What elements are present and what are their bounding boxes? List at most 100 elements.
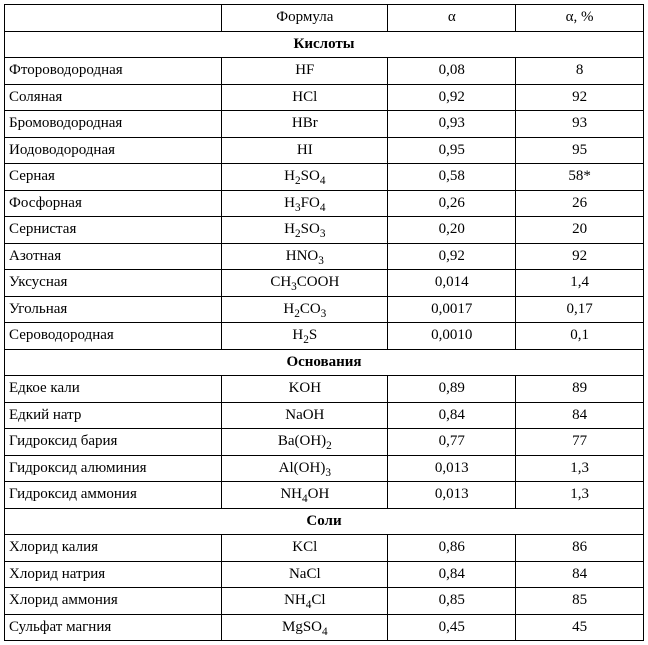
cell-name: Хлорид натрия xyxy=(5,561,222,588)
cell-alpha-pct: 89 xyxy=(516,376,644,403)
cell-alpha-pct: 95 xyxy=(516,137,644,164)
cell-alpha: 0,89 xyxy=(388,376,516,403)
cell-name: Фтороводородная xyxy=(5,58,222,85)
cell-alpha-pct: 85 xyxy=(516,588,644,615)
cell-alpha-pct: 84 xyxy=(516,402,644,429)
cell-name: Угольная xyxy=(5,296,222,323)
cell-name: Соляная xyxy=(5,84,222,111)
cell-name: Едкое кали xyxy=(5,376,222,403)
section-title: Кислоты xyxy=(5,31,644,58)
cell-formula: H2S xyxy=(222,323,388,350)
cell-formula: CH3COOH xyxy=(222,270,388,297)
cell-formula: KCl xyxy=(222,535,388,562)
cell-formula: NaCl xyxy=(222,561,388,588)
cell-name: Гидроксид аммония xyxy=(5,482,222,509)
cell-name: Сероводородная xyxy=(5,323,222,350)
cell-formula: MgSO4 xyxy=(222,614,388,641)
cell-alpha-pct: 1,4 xyxy=(516,270,644,297)
table-row: СернаяH2SO40,5858* xyxy=(5,164,644,191)
header-alpha-pct: α, % xyxy=(516,5,644,32)
table-row: СолянаяHCl0,9292 xyxy=(5,84,644,111)
cell-name: Фосфорная xyxy=(5,190,222,217)
cell-alpha-pct: 26 xyxy=(516,190,644,217)
cell-alpha: 0,45 xyxy=(388,614,516,641)
cell-alpha: 0,77 xyxy=(388,429,516,456)
cell-alpha-pct: 1,3 xyxy=(516,455,644,482)
table-row: Гидроксид алюминияAl(OH)30,0131,3 xyxy=(5,455,644,482)
cell-name: Бромоводородная xyxy=(5,111,222,138)
cell-name: Азотная xyxy=(5,243,222,270)
header-formula: Формула xyxy=(222,5,388,32)
table-row: СернистаяH2SO30,2020 xyxy=(5,217,644,244)
table-row: Гидроксид аммонияNH4OH0,0131,3 xyxy=(5,482,644,509)
cell-alpha-pct: 77 xyxy=(516,429,644,456)
cell-alpha: 0,86 xyxy=(388,535,516,562)
cell-name: Серная xyxy=(5,164,222,191)
cell-alpha-pct: 92 xyxy=(516,243,644,270)
cell-alpha-pct: 92 xyxy=(516,84,644,111)
cell-alpha-pct: 93 xyxy=(516,111,644,138)
table-row: УгольнаяH2CO30,00170,17 xyxy=(5,296,644,323)
cell-alpha: 0,014 xyxy=(388,270,516,297)
cell-name: Сернистая xyxy=(5,217,222,244)
cell-alpha: 0,0017 xyxy=(388,296,516,323)
cell-formula: NH4Cl xyxy=(222,588,388,615)
cell-alpha: 0,92 xyxy=(388,243,516,270)
cell-formula: H2SO3 xyxy=(222,217,388,244)
cell-alpha: 0,013 xyxy=(388,482,516,509)
cell-alpha: 0,0010 xyxy=(388,323,516,350)
table-row: Гидроксид барияBa(OH)20,7777 xyxy=(5,429,644,456)
cell-formula: HCl xyxy=(222,84,388,111)
table-row: Сульфат магнияMgSO40,4545 xyxy=(5,614,644,641)
cell-alpha: 0,92 xyxy=(388,84,516,111)
table-row: УксуснаяCH3COOH0,0141,4 xyxy=(5,270,644,297)
header-alpha: α xyxy=(388,5,516,32)
cell-formula: Ba(OH)2 xyxy=(222,429,388,456)
cell-alpha: 0,85 xyxy=(388,588,516,615)
table-header-row: Формулаαα, % xyxy=(5,5,644,32)
cell-formula: KOH xyxy=(222,376,388,403)
cell-alpha-pct: 58* xyxy=(516,164,644,191)
cell-name: Гидроксид алюминия xyxy=(5,455,222,482)
section-header: Кислоты xyxy=(5,31,644,58)
cell-alpha-pct: 8 xyxy=(516,58,644,85)
table-row: Едкое калиKOH0,8989 xyxy=(5,376,644,403)
table-row: СероводороднаяH2S0,00100,1 xyxy=(5,323,644,350)
table-row: Хлорид аммонияNH4Cl0,8585 xyxy=(5,588,644,615)
cell-alpha-pct: 0,17 xyxy=(516,296,644,323)
cell-alpha-pct: 84 xyxy=(516,561,644,588)
cell-name: Едкий натр xyxy=(5,402,222,429)
table-row: Едкий натрNaOH0,8484 xyxy=(5,402,644,429)
cell-alpha: 0,58 xyxy=(388,164,516,191)
cell-formula: Al(OH)3 xyxy=(222,455,388,482)
cell-alpha: 0,26 xyxy=(388,190,516,217)
table-row: ФтороводороднаяHF0,088 xyxy=(5,58,644,85)
dissociation-table: Формулаαα, %КислотыФтороводороднаяHF0,08… xyxy=(4,4,644,641)
cell-formula: NH4OH xyxy=(222,482,388,509)
table-row: ИодоводороднаяHI0,9595 xyxy=(5,137,644,164)
table-row: Хлорид калияKCl0,8686 xyxy=(5,535,644,562)
cell-alpha: 0,95 xyxy=(388,137,516,164)
cell-alpha-pct: 86 xyxy=(516,535,644,562)
cell-name: Уксусная xyxy=(5,270,222,297)
cell-formula: HBr xyxy=(222,111,388,138)
cell-alpha-pct: 45 xyxy=(516,614,644,641)
cell-formula: HNO3 xyxy=(222,243,388,270)
cell-alpha-pct: 20 xyxy=(516,217,644,244)
header-name xyxy=(5,5,222,32)
section-header: Соли xyxy=(5,508,644,535)
cell-alpha: 0,84 xyxy=(388,561,516,588)
cell-formula: NaOH xyxy=(222,402,388,429)
cell-formula: H3FO4 xyxy=(222,190,388,217)
cell-alpha: 0,08 xyxy=(388,58,516,85)
table-row: ФосфорнаяH3FO40,2626 xyxy=(5,190,644,217)
section-title: Основания xyxy=(5,349,644,376)
cell-name: Гидроксид бария xyxy=(5,429,222,456)
cell-formula: HI xyxy=(222,137,388,164)
cell-formula: H2CO3 xyxy=(222,296,388,323)
section-header: Основания xyxy=(5,349,644,376)
table-row: Хлорид натрияNaCl0,8484 xyxy=(5,561,644,588)
cell-name: Хлорид аммония xyxy=(5,588,222,615)
cell-alpha-pct: 1,3 xyxy=(516,482,644,509)
table-row: АзотнаяHNO30,9292 xyxy=(5,243,644,270)
